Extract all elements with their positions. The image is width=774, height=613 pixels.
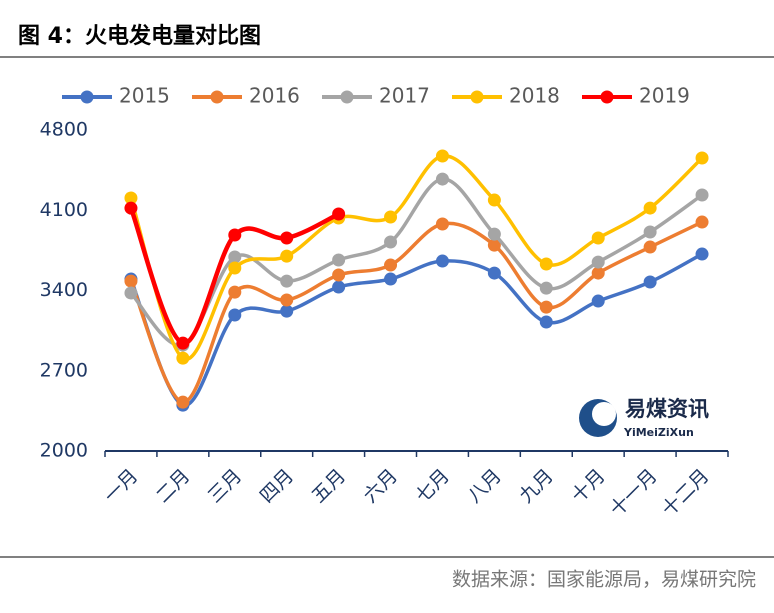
data-point <box>643 201 657 215</box>
series <box>124 149 709 365</box>
watermark-text: 易煤资讯 <box>625 397 709 421</box>
data-point <box>487 193 501 207</box>
y-tick-label: 2700 <box>40 359 88 381</box>
data-point <box>228 250 242 264</box>
y-tick-label: 3400 <box>40 279 88 301</box>
data-point <box>124 201 138 215</box>
data-point <box>384 272 398 286</box>
data-point <box>695 247 709 261</box>
series <box>124 215 709 409</box>
x-tick-label: 十月 <box>567 465 609 507</box>
watermark-subtext: YiMeiZiXun <box>623 426 694 439</box>
data-point <box>539 281 553 295</box>
data-point <box>384 258 398 272</box>
legend-marker <box>600 90 614 104</box>
legend-marker <box>340 90 354 104</box>
data-point <box>487 238 501 252</box>
data-point <box>124 274 138 288</box>
data-point <box>435 172 449 186</box>
data-point <box>591 255 605 269</box>
data-point <box>487 266 501 280</box>
data-point <box>280 304 294 318</box>
data-point <box>124 191 138 205</box>
legend-label: 2019 <box>639 84 690 108</box>
data-point <box>176 351 190 365</box>
data-point <box>228 285 242 299</box>
series-line <box>129 220 703 404</box>
x-tick-label: 二月 <box>152 465 194 507</box>
data-point <box>124 286 138 300</box>
data-point <box>384 210 398 224</box>
x-tick-label: 三月 <box>204 465 246 507</box>
source-note: 数据来源：国家能源局，易煤研究院 <box>452 569 756 591</box>
data-point <box>539 315 553 329</box>
data-point <box>384 235 398 249</box>
data-point <box>591 266 605 280</box>
data-point <box>539 300 553 314</box>
data-point <box>332 268 346 282</box>
y-tick-label: 4800 <box>40 119 88 141</box>
data-point <box>280 249 294 263</box>
x-tick-label: 六月 <box>360 465 402 507</box>
data-point <box>280 274 294 288</box>
data-point <box>280 293 294 307</box>
legend-marker <box>210 90 224 104</box>
legend-marker <box>470 90 484 104</box>
data-point <box>332 253 346 267</box>
data-point <box>228 261 242 275</box>
legend-label: 2018 <box>509 84 560 108</box>
watermark-logo-inner <box>592 402 616 426</box>
data-point <box>695 188 709 202</box>
data-point <box>228 228 242 242</box>
data-point <box>280 231 294 245</box>
legend-label: 2017 <box>379 84 430 108</box>
data-point <box>591 294 605 308</box>
x-tick-label: 十一月 <box>606 465 662 521</box>
legend-marker <box>80 90 94 104</box>
x-tick-label: 七月 <box>411 465 453 507</box>
data-point <box>435 149 449 163</box>
x-tick-label: 四月 <box>256 465 298 507</box>
x-tick-label: 八月 <box>463 465 505 507</box>
data-point <box>435 217 449 231</box>
data-point <box>228 308 242 322</box>
data-point <box>695 151 709 165</box>
series <box>124 247 709 412</box>
legend-label: 2015 <box>119 84 170 108</box>
data-point <box>435 254 449 268</box>
x-tick-label: 一月 <box>100 465 142 507</box>
data-point <box>643 225 657 239</box>
x-tick-label: 九月 <box>515 465 557 507</box>
data-point <box>643 240 657 254</box>
data-point <box>591 231 605 245</box>
data-point <box>643 275 657 289</box>
data-point <box>332 280 346 294</box>
y-tick-label: 4100 <box>40 199 88 221</box>
chart-title: 图 4：火电发电量对比图 <box>18 23 261 49</box>
data-point <box>332 207 346 221</box>
data-point <box>539 257 553 271</box>
x-tick-label: 十二月 <box>658 465 714 521</box>
data-point <box>176 336 190 350</box>
watermark: 易煤资讯 YiMeiZiXun <box>579 397 709 439</box>
y-tick-label: 2000 <box>40 440 88 462</box>
data-point <box>176 395 190 409</box>
series <box>124 201 346 350</box>
data-point <box>695 215 709 229</box>
x-tick-label: 五月 <box>308 465 350 507</box>
data-point <box>487 227 501 241</box>
legend-label: 2016 <box>249 84 300 108</box>
